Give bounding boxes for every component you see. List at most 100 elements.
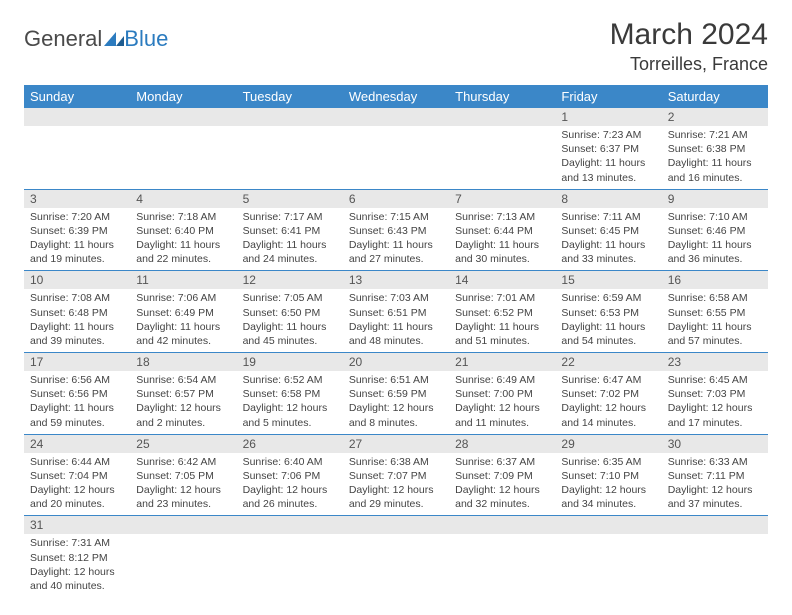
day-number: 25 xyxy=(130,435,236,453)
day-cell: 29Sunrise: 6:35 AMSunset: 7:10 PMDayligh… xyxy=(555,434,661,516)
day-details: Sunrise: 7:05 AMSunset: 6:50 PMDaylight:… xyxy=(237,289,343,352)
day-number: 2 xyxy=(662,108,768,126)
day-details: Sunrise: 7:10 AMSunset: 6:46 PMDaylight:… xyxy=(662,208,768,271)
day-number xyxy=(343,108,449,126)
day-cell: 24Sunrise: 6:44 AMSunset: 7:04 PMDayligh… xyxy=(24,434,130,516)
day-cell: 30Sunrise: 6:33 AMSunset: 7:11 PMDayligh… xyxy=(662,434,768,516)
calendar-row: 10Sunrise: 7:08 AMSunset: 6:48 PMDayligh… xyxy=(24,271,768,353)
day-cell: 31Sunrise: 7:31 AMSunset: 8:12 PMDayligh… xyxy=(24,516,130,597)
day-number xyxy=(555,516,661,534)
day-details: Sunrise: 7:03 AMSunset: 6:51 PMDaylight:… xyxy=(343,289,449,352)
brand-flag-icon xyxy=(104,32,124,46)
day-cell: 20Sunrise: 6:51 AMSunset: 6:59 PMDayligh… xyxy=(343,353,449,435)
brand-logo: General Blue xyxy=(24,26,168,52)
day-details: Sunrise: 6:52 AMSunset: 6:58 PMDaylight:… xyxy=(237,371,343,434)
weekday-header: Saturday xyxy=(662,85,768,108)
day-number: 31 xyxy=(24,516,130,534)
day-cell: 2Sunrise: 7:21 AMSunset: 6:38 PMDaylight… xyxy=(662,108,768,189)
day-cell: 25Sunrise: 6:42 AMSunset: 7:05 PMDayligh… xyxy=(130,434,236,516)
day-cell: 17Sunrise: 6:56 AMSunset: 6:56 PMDayligh… xyxy=(24,353,130,435)
day-number: 13 xyxy=(343,271,449,289)
day-cell: 23Sunrise: 6:45 AMSunset: 7:03 PMDayligh… xyxy=(662,353,768,435)
day-number: 11 xyxy=(130,271,236,289)
day-number xyxy=(449,516,555,534)
empty-cell xyxy=(24,108,130,189)
location: Torreilles, France xyxy=(610,54,768,75)
day-number: 12 xyxy=(237,271,343,289)
day-details: Sunrise: 6:37 AMSunset: 7:09 PMDaylight:… xyxy=(449,453,555,516)
day-number: 20 xyxy=(343,353,449,371)
day-cell: 22Sunrise: 6:47 AMSunset: 7:02 PMDayligh… xyxy=(555,353,661,435)
day-details: Sunrise: 7:11 AMSunset: 6:45 PMDaylight:… xyxy=(555,208,661,271)
day-cell: 3Sunrise: 7:20 AMSunset: 6:39 PMDaylight… xyxy=(24,189,130,271)
day-number: 27 xyxy=(343,435,449,453)
day-cell: 28Sunrise: 6:37 AMSunset: 7:09 PMDayligh… xyxy=(449,434,555,516)
day-cell: 5Sunrise: 7:17 AMSunset: 6:41 PMDaylight… xyxy=(237,189,343,271)
day-number: 3 xyxy=(24,190,130,208)
day-number xyxy=(237,516,343,534)
day-details: Sunrise: 7:20 AMSunset: 6:39 PMDaylight:… xyxy=(24,208,130,271)
day-details: Sunrise: 7:13 AMSunset: 6:44 PMDaylight:… xyxy=(449,208,555,271)
day-number: 29 xyxy=(555,435,661,453)
day-number: 21 xyxy=(449,353,555,371)
day-number: 23 xyxy=(662,353,768,371)
day-number: 26 xyxy=(237,435,343,453)
day-details: Sunrise: 6:42 AMSunset: 7:05 PMDaylight:… xyxy=(130,453,236,516)
day-cell: 18Sunrise: 6:54 AMSunset: 6:57 PMDayligh… xyxy=(130,353,236,435)
day-number: 22 xyxy=(555,353,661,371)
day-number xyxy=(130,516,236,534)
title-block: March 2024 Torreilles, France xyxy=(610,18,768,75)
day-details: Sunrise: 7:23 AMSunset: 6:37 PMDaylight:… xyxy=(555,126,661,189)
empty-cell xyxy=(130,516,236,597)
day-cell: 7Sunrise: 7:13 AMSunset: 6:44 PMDaylight… xyxy=(449,189,555,271)
day-number xyxy=(237,108,343,126)
day-details: Sunrise: 6:44 AMSunset: 7:04 PMDaylight:… xyxy=(24,453,130,516)
empty-cell xyxy=(237,516,343,597)
day-details: Sunrise: 6:49 AMSunset: 7:00 PMDaylight:… xyxy=(449,371,555,434)
day-number: 6 xyxy=(343,190,449,208)
day-details: Sunrise: 7:08 AMSunset: 6:48 PMDaylight:… xyxy=(24,289,130,352)
empty-cell xyxy=(555,516,661,597)
day-details: Sunrise: 6:45 AMSunset: 7:03 PMDaylight:… xyxy=(662,371,768,434)
day-number: 10 xyxy=(24,271,130,289)
day-cell: 21Sunrise: 6:49 AMSunset: 7:00 PMDayligh… xyxy=(449,353,555,435)
day-details: Sunrise: 6:58 AMSunset: 6:55 PMDaylight:… xyxy=(662,289,768,352)
day-number xyxy=(24,108,130,126)
calendar-page: General Blue March 2024 Torreilles, Fran… xyxy=(0,0,792,615)
day-details: Sunrise: 7:06 AMSunset: 6:49 PMDaylight:… xyxy=(130,289,236,352)
weekday-header: Wednesday xyxy=(343,85,449,108)
day-number: 19 xyxy=(237,353,343,371)
day-number: 7 xyxy=(449,190,555,208)
calendar-table: SundayMondayTuesdayWednesdayThursdayFrid… xyxy=(24,85,768,597)
day-number: 4 xyxy=(130,190,236,208)
day-details: Sunrise: 6:56 AMSunset: 6:56 PMDaylight:… xyxy=(24,371,130,434)
day-cell: 9Sunrise: 7:10 AMSunset: 6:46 PMDaylight… xyxy=(662,189,768,271)
day-number: 8 xyxy=(555,190,661,208)
day-details: Sunrise: 6:38 AMSunset: 7:07 PMDaylight:… xyxy=(343,453,449,516)
day-cell: 4Sunrise: 7:18 AMSunset: 6:40 PMDaylight… xyxy=(130,189,236,271)
day-number: 30 xyxy=(662,435,768,453)
calendar-head: SundayMondayTuesdayWednesdayThursdayFrid… xyxy=(24,85,768,108)
day-cell: 10Sunrise: 7:08 AMSunset: 6:48 PMDayligh… xyxy=(24,271,130,353)
header: General Blue March 2024 Torreilles, Fran… xyxy=(24,18,768,75)
day-details: Sunrise: 6:59 AMSunset: 6:53 PMDaylight:… xyxy=(555,289,661,352)
day-number: 14 xyxy=(449,271,555,289)
day-number: 16 xyxy=(662,271,768,289)
weekday-row: SundayMondayTuesdayWednesdayThursdayFrid… xyxy=(24,85,768,108)
day-cell: 15Sunrise: 6:59 AMSunset: 6:53 PMDayligh… xyxy=(555,271,661,353)
month-title: March 2024 xyxy=(610,18,768,52)
weekday-header: Friday xyxy=(555,85,661,108)
empty-cell xyxy=(130,108,236,189)
day-number: 18 xyxy=(130,353,236,371)
weekday-header: Tuesday xyxy=(237,85,343,108)
day-details: Sunrise: 7:15 AMSunset: 6:43 PMDaylight:… xyxy=(343,208,449,271)
day-details: Sunrise: 7:21 AMSunset: 6:38 PMDaylight:… xyxy=(662,126,768,189)
calendar-row: 17Sunrise: 6:56 AMSunset: 6:56 PMDayligh… xyxy=(24,353,768,435)
day-details: Sunrise: 6:35 AMSunset: 7:10 PMDaylight:… xyxy=(555,453,661,516)
day-cell: 6Sunrise: 7:15 AMSunset: 6:43 PMDaylight… xyxy=(343,189,449,271)
day-details: Sunrise: 7:18 AMSunset: 6:40 PMDaylight:… xyxy=(130,208,236,271)
empty-cell xyxy=(662,516,768,597)
day-cell: 27Sunrise: 6:38 AMSunset: 7:07 PMDayligh… xyxy=(343,434,449,516)
day-details: Sunrise: 6:47 AMSunset: 7:02 PMDaylight:… xyxy=(555,371,661,434)
day-cell: 16Sunrise: 6:58 AMSunset: 6:55 PMDayligh… xyxy=(662,271,768,353)
